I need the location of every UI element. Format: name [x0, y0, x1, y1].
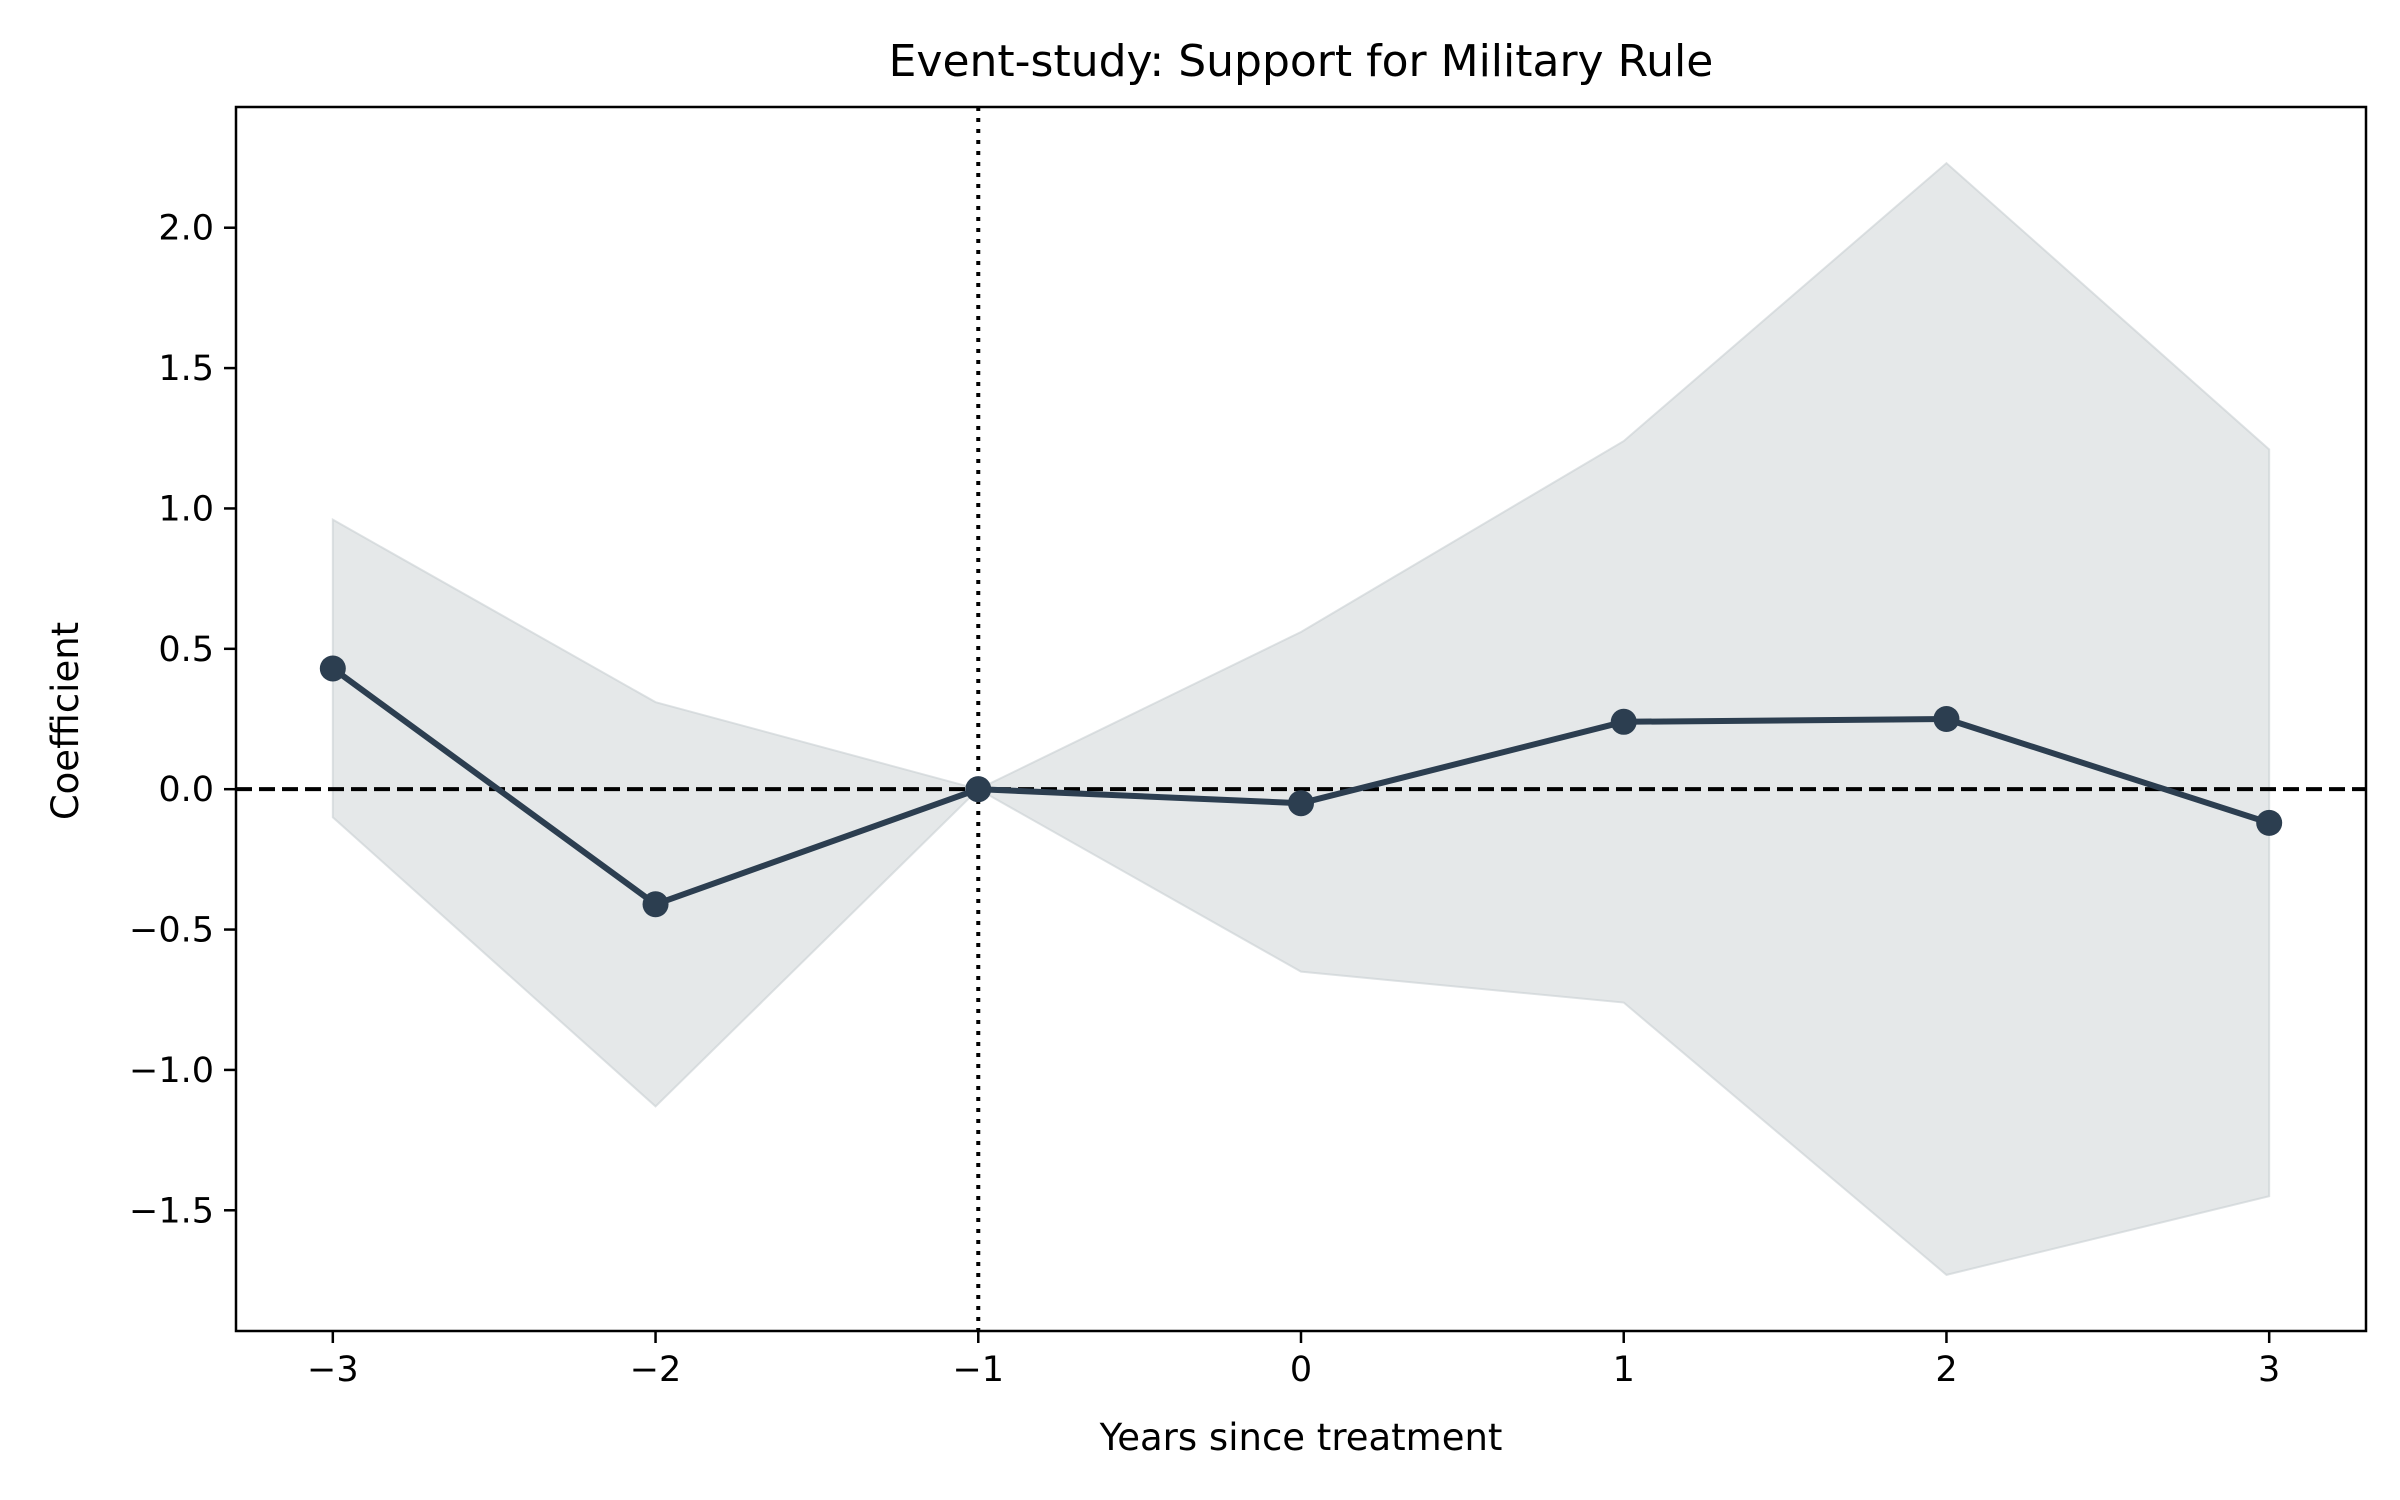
- x-axis-label: Years since treatment: [1099, 1416, 1503, 1459]
- confidence-band: [331, 161, 2271, 1276]
- coefficient-point: [642, 891, 669, 918]
- x-tick-label: −1: [952, 1350, 1004, 1390]
- y-tick-label: 0.5: [158, 630, 214, 670]
- coefficient-point: [1610, 708, 1637, 735]
- coefficient-point: [965, 776, 992, 803]
- plot-area: −3 −2 −1 0 1 2 3 −1.5 −1.0 −0.5 0.0 0.5 1.0 1.5 2.0: [129, 105, 2368, 1390]
- y-tick-label: 2.0: [158, 209, 214, 249]
- y-axis-label: Coefficient: [44, 622, 87, 820]
- chart-title: Event-study: Support for Military Rule: [889, 36, 1714, 87]
- y-tick-label: −0.5: [129, 911, 214, 951]
- coefficient-point: [1288, 790, 1314, 817]
- y-tick-label: 1.5: [158, 349, 214, 389]
- x-tick-label: 0: [1290, 1350, 1312, 1390]
- x-tick-label: −3: [307, 1350, 359, 1390]
- y-tick-label: −1.0: [129, 1051, 214, 1091]
- x-tick-label: 3: [2258, 1350, 2280, 1390]
- x-tick-label: 1: [1613, 1350, 1635, 1390]
- y-tick-label: 1.0: [158, 489, 214, 529]
- y-tick-label: 0.0: [158, 770, 214, 810]
- y-tick-label: −1.5: [129, 1191, 214, 1231]
- x-tick-label: −2: [630, 1350, 682, 1390]
- coefficient-point: [2256, 809, 2283, 836]
- x-tick-label: 2: [1935, 1350, 1957, 1390]
- plot-inner: [236, 107, 2366, 1331]
- coefficient-point: [319, 655, 346, 682]
- coefficient-point: [1933, 706, 1960, 732]
